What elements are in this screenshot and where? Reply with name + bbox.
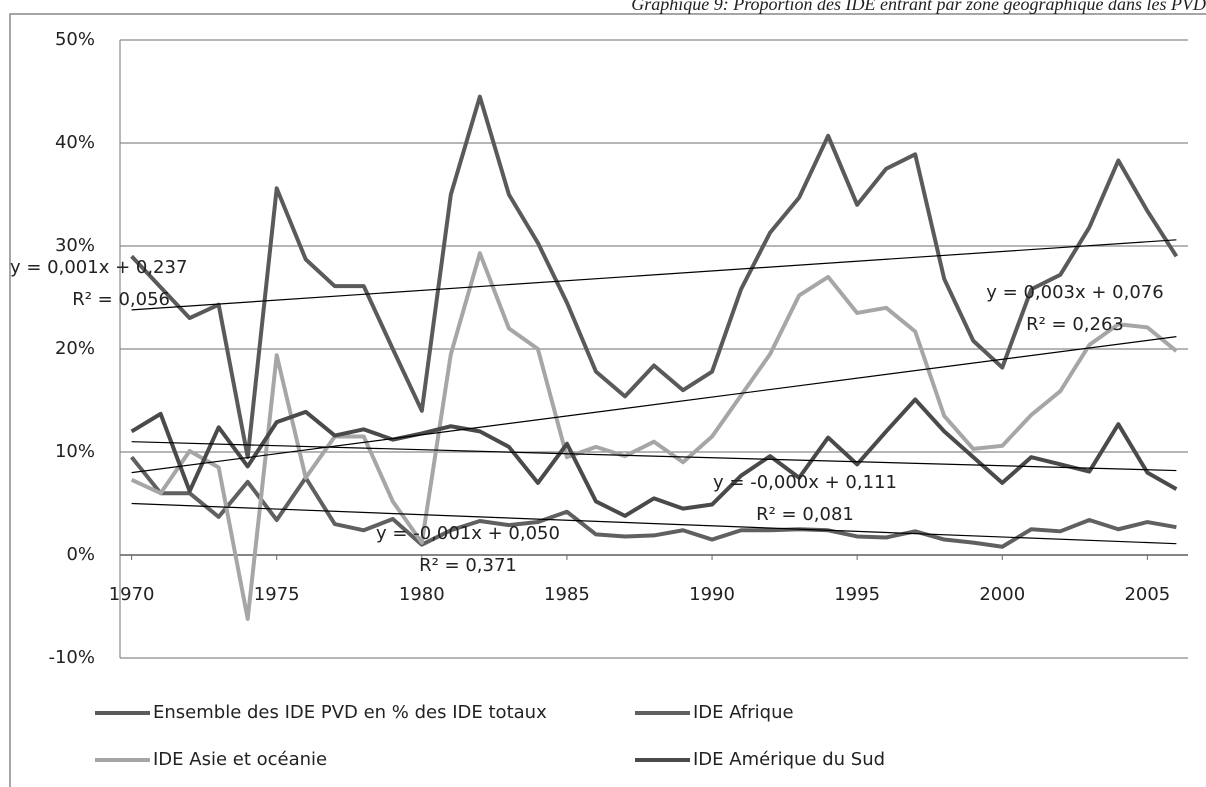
chart-frame [9, 13, 1206, 787]
x-tick-label: 1975 [254, 584, 300, 605]
trend-equation: y = 0,003x + 0,076 [986, 282, 1163, 303]
trendline [131, 239, 1177, 311]
legend-label: IDE Afrique [693, 702, 794, 723]
trend-r2: R² = 0,263 [1026, 314, 1124, 335]
y-tick-label: 0% [66, 544, 95, 565]
x-tick-label: 1985 [544, 584, 590, 605]
y-tick-label: 30% [55, 235, 95, 256]
y-tick-label: 20% [55, 338, 95, 359]
trend-equation: y = -0,000x + 0,111 [713, 472, 897, 493]
x-tick-label: 1990 [689, 584, 735, 605]
legend-label: Ensemble des IDE PVD en % des IDE totaux [153, 702, 547, 723]
trend-r2: R² = 0,371 [419, 555, 517, 576]
x-tick-label: 2005 [1124, 584, 1170, 605]
x-tick-label: 2000 [979, 584, 1025, 605]
trend-equation: y = -0,001x + 0,050 [376, 523, 560, 544]
series-line [130, 251, 1178, 621]
trend-r2: R² = 0,081 [756, 504, 854, 525]
series-line [130, 397, 1178, 518]
trendline [131, 336, 1177, 474]
x-tick-label: 1970 [109, 584, 155, 605]
y-tick-label: -10% [48, 647, 95, 668]
trend-r2: R² = 0,056 [72, 289, 170, 310]
x-tick-label: 1980 [399, 584, 445, 605]
y-tick-label: 50% [55, 29, 95, 50]
series-line [130, 455, 1177, 549]
legend-label: IDE Amérique du Sud [693, 749, 885, 770]
trendline [131, 502, 1177, 545]
chart-title: Graphique 9: Proportion des IDE entrant … [631, 0, 1206, 14]
trend-equation: y = 0,001x + 0,237 [10, 257, 187, 278]
y-tick-label: 10% [55, 441, 95, 462]
series-line [130, 94, 1179, 460]
trendline [131, 441, 1177, 472]
legend-label: IDE Asie et océanie [153, 749, 327, 770]
y-tick-label: 40% [55, 132, 95, 153]
x-tick-label: 1995 [834, 584, 880, 605]
